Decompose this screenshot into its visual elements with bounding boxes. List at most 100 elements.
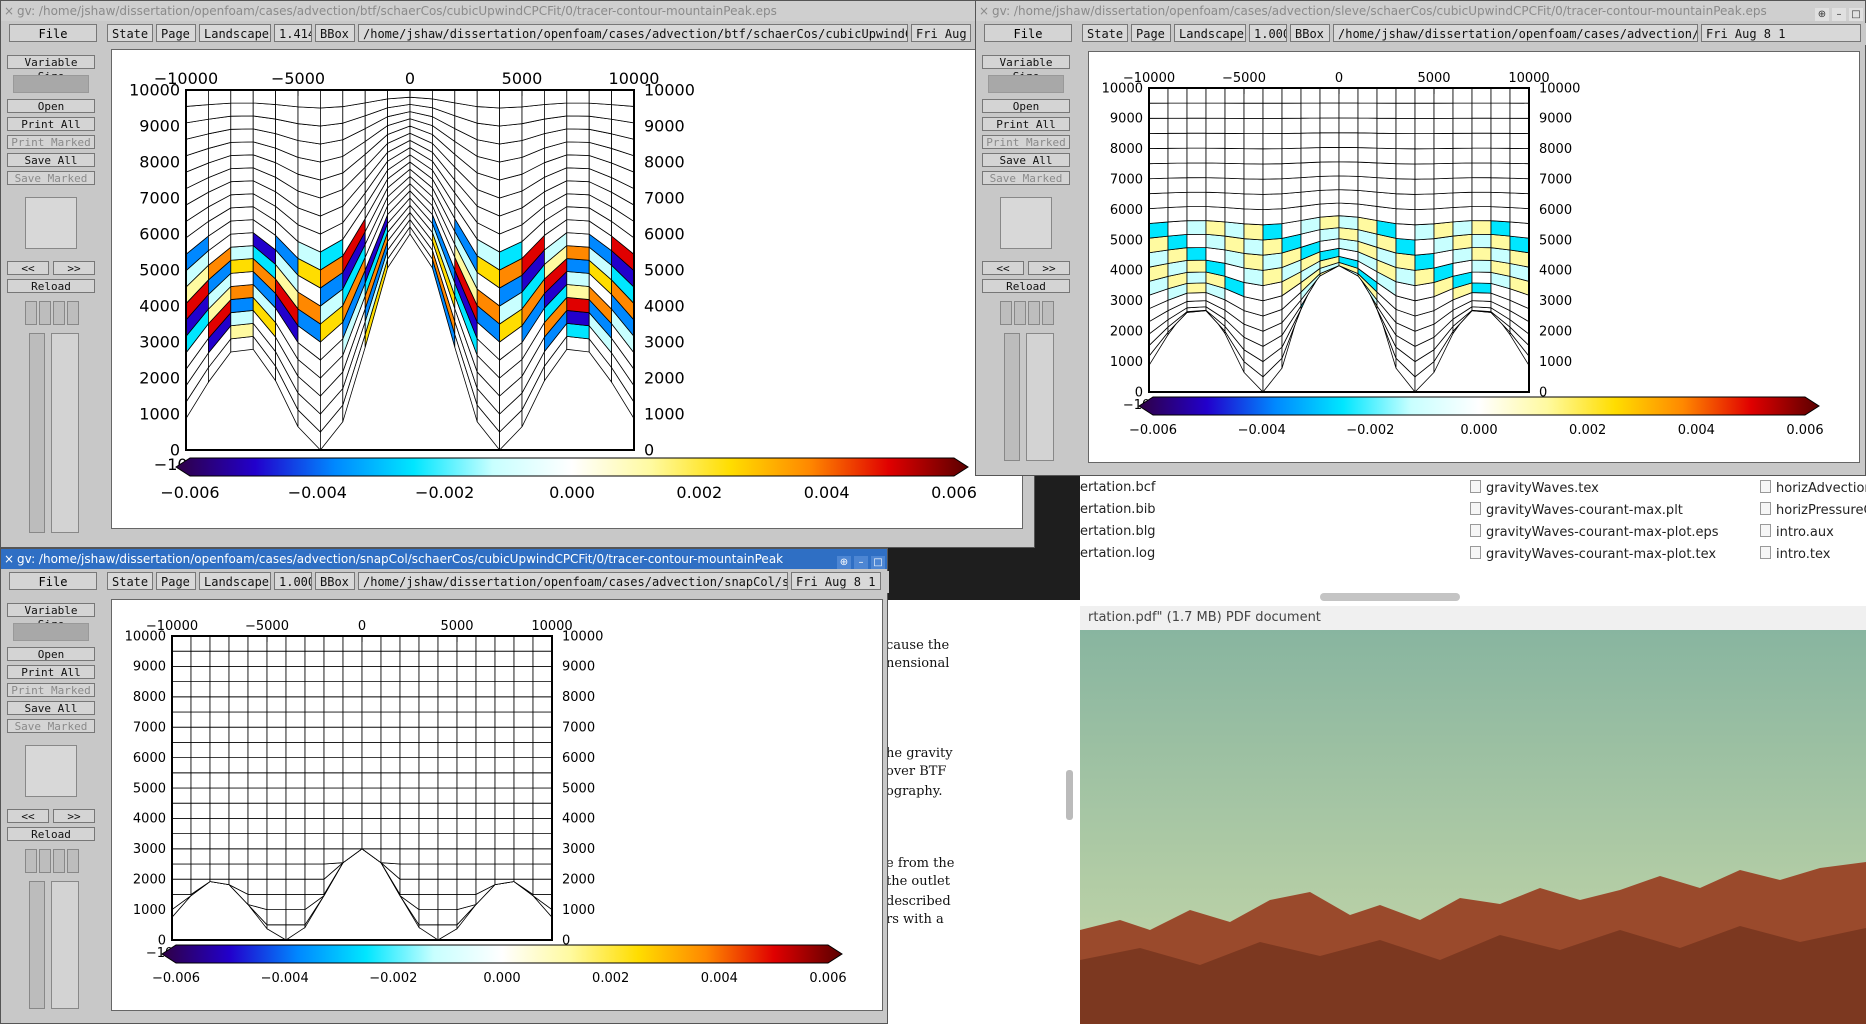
vertical-scrollbar[interactable] [29, 881, 45, 1009]
orientation-button[interactable]: Landscape [199, 24, 271, 42]
pan-area[interactable] [1026, 333, 1054, 461]
file-item[interactable]: gravityWaves-courant-max.plt [1470, 502, 1683, 518]
toggle-switch[interactable] [67, 301, 79, 325]
state-button[interactable]: State [107, 572, 153, 590]
eps-page-canvas[interactable]: −10000−10000−5000−5000005000500010000100… [111, 599, 883, 1011]
toggle-switch[interactable] [1000, 301, 1012, 325]
minimize-icon[interactable]: – [1832, 8, 1846, 21]
doc-scrollbar[interactable] [1066, 770, 1073, 820]
save-all-button[interactable]: Save All [7, 153, 95, 167]
page-button[interactable]: Page [156, 572, 196, 590]
eps-page-canvas[interactable]: −10000−10000−5000−5000005000500010000100… [111, 49, 1023, 529]
reload-button[interactable]: Reload [7, 827, 95, 841]
window-titlebar[interactable]: × gv: /home/jshaw/dissertation/openfoam/c… [976, 1, 1865, 21]
date-button[interactable]: Fri Aug 8 1 [791, 572, 881, 590]
print-marked-button[interactable]: Print Marked [7, 135, 95, 149]
bbox-button[interactable]: BBox [1290, 24, 1330, 42]
prev-page-button[interactable]: << [982, 261, 1024, 275]
scale-button[interactable]: 1.000 [274, 572, 312, 590]
maximize-icon[interactable]: □ [871, 556, 885, 569]
file-item[interactable]: horizPressureG [1760, 502, 1866, 518]
pan-area[interactable] [51, 881, 79, 1009]
toggle-switch[interactable] [39, 301, 51, 325]
prev-page-button[interactable]: << [7, 809, 49, 823]
page-number-field[interactable] [988, 75, 1064, 93]
file-menu-button[interactable]: File [984, 24, 1072, 42]
print-all-button[interactable]: Print All [7, 117, 95, 131]
next-page-button[interactable]: >> [53, 809, 95, 823]
toggle-switch[interactable] [1042, 301, 1054, 325]
reload-button[interactable]: Reload [7, 279, 95, 293]
date-button[interactable]: Fri Aug 8 1 [1701, 24, 1861, 42]
scale-button[interactable]: 1.414 [274, 24, 312, 42]
page-number-field[interactable] [13, 75, 89, 93]
state-button[interactable]: State [107, 24, 153, 42]
page-button[interactable]: Page [156, 24, 196, 42]
file-item[interactable]: intro.aux [1760, 524, 1834, 540]
page-preview-box[interactable] [1000, 197, 1052, 249]
variable-size-button[interactable]: Variable Size [982, 55, 1070, 83]
reload-button[interactable]: Reload [982, 279, 1070, 293]
toggle-switch[interactable] [53, 301, 65, 325]
orientation-button[interactable]: Landscape [1174, 24, 1246, 42]
print-all-button[interactable]: Print All [7, 665, 95, 679]
toggle-switch[interactable] [1014, 301, 1026, 325]
maximize-icon[interactable]: □ [1849, 8, 1863, 21]
pin-icon[interactable]: ⊕ [837, 556, 851, 569]
open-button[interactable]: Open [7, 647, 95, 661]
state-button[interactable]: State [1082, 24, 1128, 42]
close-icon[interactable]: × [3, 4, 15, 18]
variable-size-button[interactable]: Variable Size [7, 603, 95, 631]
print-marked-button[interactable]: Print Marked [982, 135, 1070, 149]
file-item[interactable]: gravityWaves.tex [1470, 480, 1599, 496]
next-page-button[interactable]: >> [1028, 261, 1070, 275]
file-menu-button[interactable]: File [9, 572, 97, 590]
file-item[interactable]: ertation.log [1080, 546, 1156, 561]
open-button[interactable]: Open [7, 99, 95, 113]
scale-button[interactable]: 1.000 [1249, 24, 1287, 42]
page-number-field[interactable] [13, 623, 89, 641]
file-item[interactable]: ertation.bib [1080, 502, 1156, 517]
path-button[interactable]: /home/jshaw/dissertation/openfoam/cases/… [358, 24, 908, 42]
gv-window-btf[interactable]: × gv: /home/jshaw/dissertation/openfoam/c… [0, 0, 1036, 548]
gv-window-snapcol[interactable]: × gv: /home/jshaw/dissertation/openfoam/c… [0, 548, 889, 1024]
page-preview-box[interactable] [25, 197, 77, 249]
window-titlebar[interactable]: × gv: /home/jshaw/dissertation/openfoam/c… [1, 549, 887, 569]
next-page-button[interactable]: >> [53, 261, 95, 275]
file-menu-button[interactable]: File [9, 24, 97, 42]
file-item[interactable]: horizAdvection [1760, 480, 1866, 496]
print-marked-button[interactable]: Print Marked [7, 683, 95, 697]
file-item[interactable]: ertation.blg [1080, 524, 1156, 539]
close-icon[interactable]: × [3, 552, 15, 566]
path-button[interactable]: /home/jshaw/dissertation/openfoam/cases/… [1333, 24, 1698, 42]
toggle-switch[interactable] [25, 849, 37, 873]
save-all-button[interactable]: Save All [7, 701, 95, 715]
file-item[interactable]: gravityWaves-courant-max-plot.eps [1470, 524, 1719, 540]
save-marked-button[interactable]: Save Marked [7, 171, 95, 185]
variable-size-button[interactable]: Variable Size [7, 55, 95, 83]
pan-area[interactable] [51, 333, 79, 533]
file-item[interactable]: intro.tex [1760, 546, 1830, 562]
prev-page-button[interactable]: << [7, 261, 49, 275]
page-preview-box[interactable] [25, 745, 77, 797]
date-button[interactable]: Fri Aug [911, 24, 971, 42]
window-titlebar[interactable]: × gv: /home/jshaw/dissertation/openfoam/c… [1, 1, 1034, 21]
vertical-scrollbar[interactable] [1004, 333, 1020, 461]
toggle-switch[interactable] [67, 849, 79, 873]
bbox-button[interactable]: BBox [315, 24, 355, 42]
bbox-button[interactable]: BBox [315, 572, 355, 590]
file-item[interactable]: gravityWaves-courant-max-plot.tex [1470, 546, 1716, 562]
path-button[interactable]: /home/jshaw/dissertation/openfoam/cases/… [358, 572, 788, 590]
orientation-button[interactable]: Landscape [199, 572, 271, 590]
save-marked-button[interactable]: Save Marked [982, 171, 1070, 185]
eps-page-canvas[interactable]: −10000−10000−5000−5000005000500010000100… [1088, 51, 1860, 463]
close-icon[interactable]: × [978, 4, 990, 18]
print-all-button[interactable]: Print All [982, 117, 1070, 131]
open-button[interactable]: Open [982, 99, 1070, 113]
minimize-icon[interactable]: – [854, 556, 868, 569]
file-item[interactable]: ertation.bcf [1080, 480, 1156, 495]
save-marked-button[interactable]: Save Marked [7, 719, 95, 733]
toggle-switch[interactable] [53, 849, 65, 873]
vertical-scrollbar[interactable] [29, 333, 45, 533]
toggle-switch[interactable] [25, 301, 37, 325]
